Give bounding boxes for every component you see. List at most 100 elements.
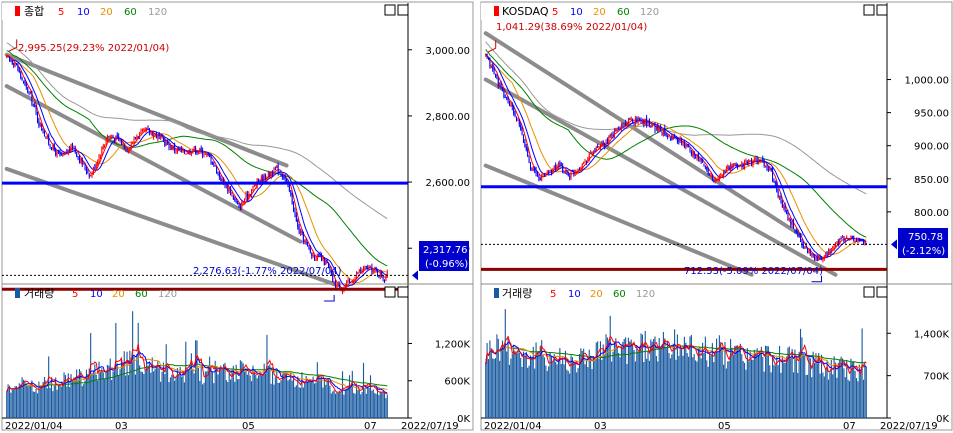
candle-body	[504, 97, 506, 98]
volume-bar	[612, 351, 614, 418]
close-icon[interactable]	[876, 286, 888, 298]
candle-body	[265, 174, 267, 180]
volume-bar	[102, 372, 104, 418]
candle-body	[779, 195, 781, 199]
close-icon[interactable]	[876, 4, 888, 16]
volume-bar	[323, 378, 325, 418]
candle-body	[116, 134, 118, 138]
volume-bar	[330, 393, 332, 418]
candle-body	[844, 238, 846, 241]
low-marker	[811, 275, 823, 283]
volume-bar	[695, 360, 697, 418]
vol-legend-ma10: 10	[568, 289, 581, 300]
volume-bar	[623, 339, 625, 418]
candle-body	[636, 117, 638, 123]
candle-body	[258, 179, 260, 182]
candle-body	[695, 157, 697, 159]
volume-bar	[710, 355, 712, 418]
volume-bar	[147, 365, 149, 418]
volume-bar	[255, 374, 257, 418]
candle-body	[102, 146, 104, 149]
volume-bar	[164, 374, 166, 418]
volume-bar	[354, 393, 356, 418]
candle-body	[307, 241, 309, 245]
volume-bar	[88, 368, 90, 418]
candle-body	[654, 124, 656, 130]
volume-bar	[538, 350, 540, 418]
candle-body	[38, 119, 40, 126]
candle-body	[525, 146, 527, 151]
candle-body	[41, 123, 43, 131]
candle-body	[731, 165, 733, 168]
volume-bar	[632, 343, 634, 418]
volume-bar	[91, 373, 93, 418]
volume-bar	[150, 372, 152, 418]
volume-bar	[322, 387, 324, 418]
volume-bar	[200, 365, 202, 418]
volume-bar	[681, 349, 683, 418]
volume-bar	[148, 363, 150, 418]
candle-body	[214, 165, 216, 167]
maximize-icon[interactable]	[863, 4, 875, 16]
maximize-icon[interactable]	[384, 4, 396, 16]
volume-bar	[207, 367, 209, 418]
volume-bar	[848, 381, 851, 418]
candle-body	[234, 198, 236, 200]
volume-bar	[158, 368, 160, 418]
candle-body	[822, 259, 824, 261]
volume-bar	[609, 315, 611, 418]
candle-body	[43, 132, 45, 137]
candle-body	[127, 149, 129, 153]
candle-body	[151, 132, 153, 137]
volume-bar	[252, 365, 254, 418]
volume-bar	[258, 375, 260, 418]
volume-bar	[583, 348, 585, 418]
candle-body	[315, 259, 317, 261]
candle-body	[765, 166, 767, 168]
volume-bar	[762, 356, 764, 418]
volume-bar	[853, 361, 855, 418]
volume-bar	[379, 391, 381, 418]
volume-bar	[688, 356, 690, 418]
candle-body	[141, 129, 143, 131]
maximize-icon[interactable]	[863, 286, 875, 298]
volume-bar	[541, 340, 543, 418]
volume-bar	[504, 309, 506, 418]
volume-bar	[265, 373, 267, 418]
volume-bar	[228, 373, 230, 418]
candle-body	[206, 153, 208, 155]
ma120-line	[6, 42, 388, 220]
volume-bar	[332, 391, 334, 418]
volume-bar	[557, 359, 560, 418]
candle-body	[200, 148, 202, 151]
volume-bar	[344, 389, 346, 418]
volume-bar	[598, 358, 600, 418]
volume-bar	[822, 372, 824, 418]
volume-bar	[570, 355, 572, 418]
volume-bar	[97, 380, 99, 418]
candle-body	[861, 239, 863, 242]
candle-body	[235, 200, 237, 203]
candle-body	[553, 165, 555, 169]
maximize-icon[interactable]	[384, 286, 396, 298]
candle-body	[832, 246, 834, 248]
close-icon[interactable]	[397, 4, 409, 16]
candle-body	[753, 159, 755, 162]
volume-bar	[38, 381, 40, 418]
candle-body	[637, 118, 639, 122]
volume-bar	[650, 339, 652, 418]
candle-body	[94, 166, 96, 169]
vol-legend-ma60: 60	[135, 289, 148, 300]
candle-body	[737, 165, 739, 168]
volume-bar	[811, 377, 813, 418]
volume-bar	[742, 360, 744, 418]
candle-body	[683, 141, 685, 148]
candle-body	[281, 174, 283, 177]
volume-bar	[759, 350, 761, 418]
close-icon[interactable]	[397, 286, 409, 298]
volume-bar	[700, 358, 702, 418]
volume-bar	[136, 354, 138, 418]
volume-bar	[629, 341, 631, 418]
candle-body	[46, 136, 48, 138]
candle-body	[714, 179, 716, 181]
